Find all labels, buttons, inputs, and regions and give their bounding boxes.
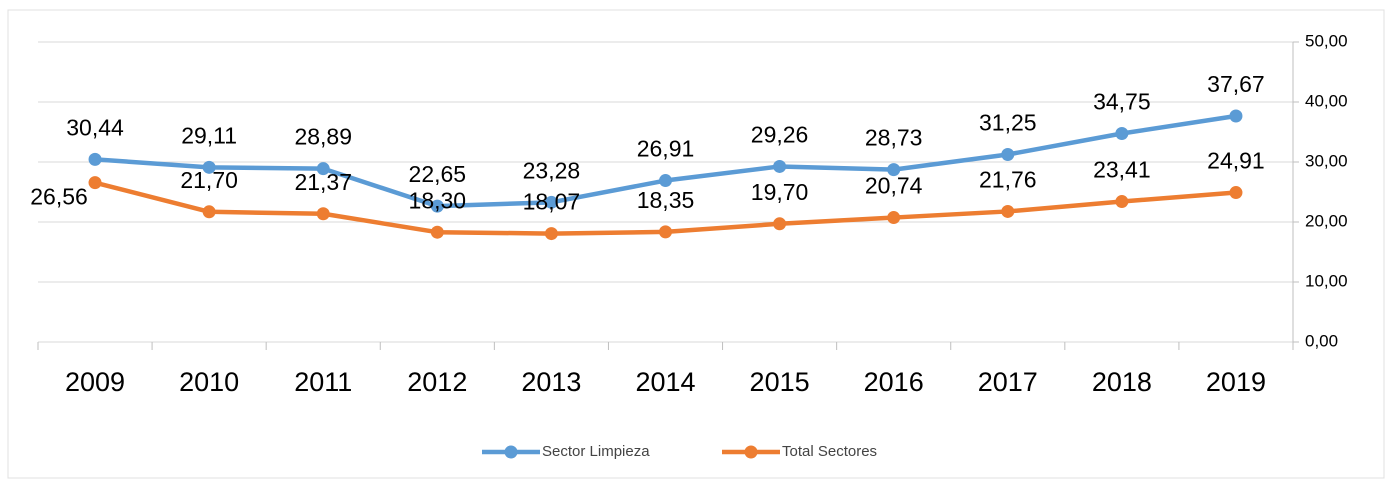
y-tick-label: 50,00 — [1305, 31, 1348, 50]
data-label: 26,56 — [30, 184, 88, 210]
data-point — [316, 162, 330, 176]
data-label: 30,44 — [66, 114, 124, 140]
x-tick-label: 2012 — [407, 367, 467, 397]
data-point — [887, 163, 901, 177]
legend-marker — [504, 445, 518, 459]
chart-border — [7, 9, 1385, 479]
data-label: 21,37 — [294, 169, 352, 195]
data-point — [773, 217, 787, 231]
x-tick-label: 2009 — [65, 367, 125, 397]
data-point — [1115, 195, 1129, 209]
data-point — [1229, 109, 1243, 123]
data-point — [544, 195, 558, 209]
data-label: 22,65 — [409, 161, 467, 187]
data-label: 28,73 — [865, 125, 923, 151]
data-label: 26,91 — [637, 136, 695, 162]
data-point — [88, 152, 102, 166]
x-tick-label: 2016 — [864, 367, 924, 397]
data-label: 21,76 — [979, 167, 1037, 193]
legend-label: Total Sectores — [782, 443, 877, 460]
data-label: 28,89 — [294, 124, 352, 150]
data-label: 23,41 — [1093, 157, 1151, 183]
data-label: 29,26 — [751, 122, 809, 148]
y-tick-label: 30,00 — [1305, 151, 1348, 170]
data-point — [1115, 127, 1129, 140]
data-label: 37,67 — [1207, 71, 1265, 97]
data-label: 19,70 — [751, 179, 809, 205]
data-label: 34,75 — [1093, 89, 1151, 115]
data-label: 18,35 — [637, 187, 695, 213]
data-label: 20,74 — [865, 173, 923, 199]
data-point — [88, 176, 102, 190]
data-point — [659, 174, 672, 188]
x-tick-label: 2019 — [1206, 367, 1266, 397]
data-label: 24,91 — [1207, 148, 1265, 174]
x-tick-label: 2013 — [521, 367, 581, 397]
y-tick-label: 40,00 — [1305, 91, 1348, 110]
data-label: 23,28 — [523, 157, 581, 183]
data-label: 18,30 — [409, 187, 467, 213]
x-tick-label: 2014 — [635, 367, 695, 397]
data-point — [887, 211, 901, 225]
data-point — [202, 205, 216, 219]
legend-marker — [744, 445, 758, 459]
data-point — [430, 199, 444, 213]
legend-label: Sector Limpieza — [542, 443, 650, 460]
data-point — [1001, 148, 1015, 161]
data-point — [659, 225, 672, 239]
data-point — [202, 160, 216, 174]
x-tick-label: 2010 — [179, 367, 239, 397]
y-tick-label: 10,00 — [1305, 271, 1348, 290]
data-label: 18,07 — [523, 189, 581, 215]
data-point — [773, 159, 787, 173]
x-tick-label: 2015 — [750, 367, 810, 397]
x-tick-label: 2017 — [978, 367, 1038, 397]
x-tick-label: 2011 — [294, 367, 352, 397]
y-tick-label: 20,00 — [1305, 211, 1348, 230]
y-tick-label: 0,00 — [1305, 331, 1338, 350]
data-point — [1001, 204, 1015, 218]
x-tick-label: 2018 — [1092, 367, 1152, 397]
data-point — [316, 207, 330, 221]
data-point — [430, 225, 444, 239]
data-label: 29,11 — [181, 122, 237, 148]
data-label: 31,25 — [979, 110, 1037, 136]
data-label: 21,70 — [180, 167, 238, 193]
data-point — [1229, 186, 1243, 200]
data-point — [544, 227, 558, 241]
